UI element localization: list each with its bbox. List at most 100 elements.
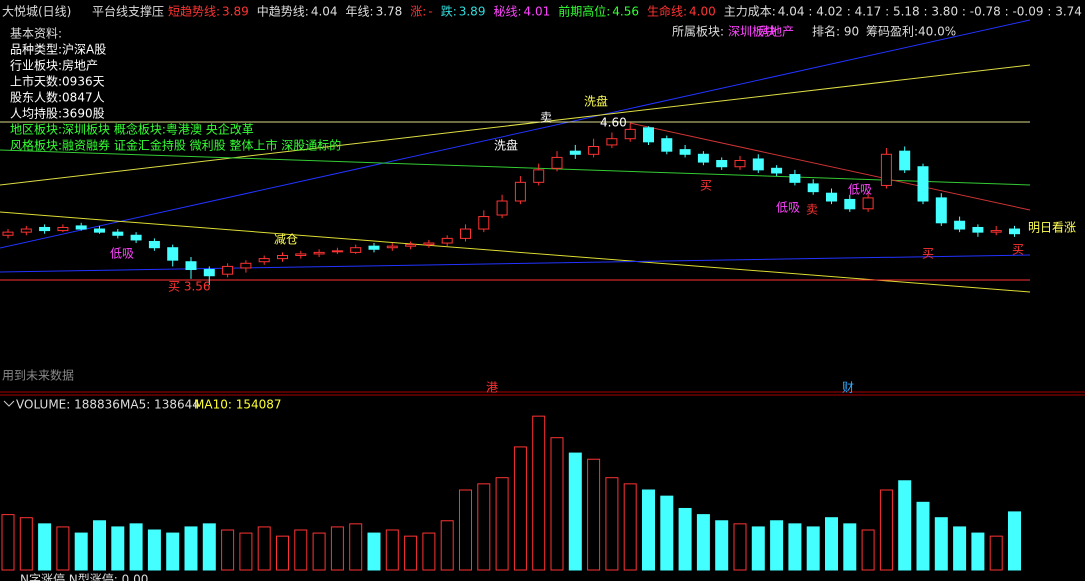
volume-bar — [93, 520, 106, 571]
volume-bar — [221, 529, 235, 571]
volume-bar — [751, 526, 765, 571]
candle-body — [679, 149, 691, 155]
candle-body — [386, 245, 398, 249]
candle-body — [460, 228, 471, 239]
indicator-value: 4.04 : 4.02 : 4.17 : 5.18 : 3.80 : -0.78… — [778, 5, 1085, 19]
volume-bar — [660, 495, 674, 571]
candle-body — [643, 127, 654, 143]
candle-body — [954, 220, 966, 230]
volume-bar — [715, 520, 729, 571]
volume-bar — [843, 523, 857, 571]
event-cai: 财 — [842, 381, 854, 395]
candle-body — [917, 166, 929, 202]
event-gang: 港 — [486, 381, 498, 395]
info-title: 基本资料: — [10, 27, 62, 41]
volume-bar — [806, 526, 820, 571]
signal-label: 洗盘 — [494, 138, 518, 153]
candle-body — [588, 146, 600, 155]
volume-bar — [19, 517, 33, 571]
volume-bar — [202, 523, 216, 571]
info-line: 风格板块:融资融券 证金汇金持股 微利股 整体上市 深股通标的 — [10, 138, 341, 153]
signal-label: 卖 — [540, 111, 552, 125]
volume-bar — [642, 489, 655, 571]
volume-ma5: MA5: 138644 — [120, 398, 200, 412]
candle-body — [569, 150, 581, 155]
collapse-icon[interactable] — [3, 400, 15, 407]
volume-bar — [440, 520, 454, 571]
candle-body — [661, 138, 673, 152]
volume-bar — [184, 526, 198, 571]
volume-header: VOLUME: 188836 — [16, 398, 120, 412]
signal-label: 低吸 — [110, 247, 134, 261]
rank: 排名: 90 — [812, 24, 859, 39]
signal-label: 低吸 — [848, 183, 872, 197]
volume-bar — [129, 523, 143, 571]
candle-body — [258, 258, 270, 263]
signal-label: 明日看涨 — [1028, 220, 1076, 235]
candle-body — [862, 197, 874, 210]
candle-body — [423, 242, 435, 246]
candle-body — [880, 153, 892, 186]
volume-bar — [550, 437, 564, 571]
candle-body — [2, 231, 14, 236]
candle-body — [844, 198, 856, 210]
volume-bar — [587, 458, 601, 571]
candle-body — [94, 228, 105, 233]
signal-label: 减仓 — [274, 233, 298, 247]
candle-body — [899, 150, 911, 171]
indicator-value: 3.89 — [222, 5, 249, 19]
indicator-label: 中趋势线: — [257, 4, 309, 19]
indicator-label: 短趋势线: — [168, 5, 220, 19]
candle-body — [1009, 228, 1020, 235]
indicator-value: 4.04 — [311, 5, 338, 19]
candle-body — [57, 226, 69, 232]
volume-bar — [276, 535, 289, 571]
volume-bar — [459, 489, 472, 571]
signal-label: 4.60 — [600, 116, 627, 130]
candle-body — [130, 234, 142, 241]
candle-body — [826, 192, 837, 202]
volume-bar — [678, 507, 692, 571]
candle-body — [990, 230, 1002, 233]
volume-bar — [623, 483, 637, 571]
candle-body — [185, 261, 197, 271]
info-line: 品种类型:沪深A股 — [10, 43, 106, 57]
candle-body — [277, 255, 288, 260]
volume-bar — [367, 532, 381, 571]
volume-bar — [825, 517, 838, 571]
indicator-name: 平台线支撑压 — [92, 4, 164, 19]
volume-bar — [861, 529, 875, 571]
signal-label: 洗盘 — [584, 94, 608, 109]
volume-bar — [953, 526, 967, 571]
indicator-label: 年线: — [346, 5, 374, 19]
indicator-value: - — [428, 5, 432, 19]
volume-bar — [770, 520, 784, 571]
signal-label: 买 — [1012, 243, 1024, 257]
candle-body — [496, 200, 508, 216]
candle-body — [331, 250, 343, 253]
volume-bar — [422, 532, 436, 571]
indicator-value: 3.89 — [459, 5, 486, 19]
candle-body — [935, 197, 947, 224]
volume-bar — [788, 523, 802, 571]
info-line: 行业板块:房地产 — [10, 58, 98, 73]
indicator-value: 4.01 — [524, 5, 551, 19]
volume-bar — [898, 480, 912, 571]
candle-body — [697, 153, 709, 163]
volume-bar — [989, 535, 1003, 571]
volume-bar — [294, 529, 308, 571]
volume-bar — [879, 489, 893, 571]
info-line: 人均持股:3690股 — [10, 106, 105, 121]
sector-industry: 房地产 — [758, 24, 794, 39]
volume-bar — [605, 477, 619, 571]
candle-body — [20, 228, 32, 233]
info-line: 上市天数:0936天 — [10, 74, 105, 89]
indicator-label: 主力成本: — [724, 5, 776, 19]
sector-label: 所属板块: — [672, 25, 724, 39]
candle-body — [771, 167, 783, 174]
volume-bar — [257, 526, 271, 571]
candle-body — [478, 216, 490, 230]
signal-label: 低吸 — [776, 201, 800, 215]
footer: N字涨停 N型涨停: 0.00 — [20, 572, 148, 581]
